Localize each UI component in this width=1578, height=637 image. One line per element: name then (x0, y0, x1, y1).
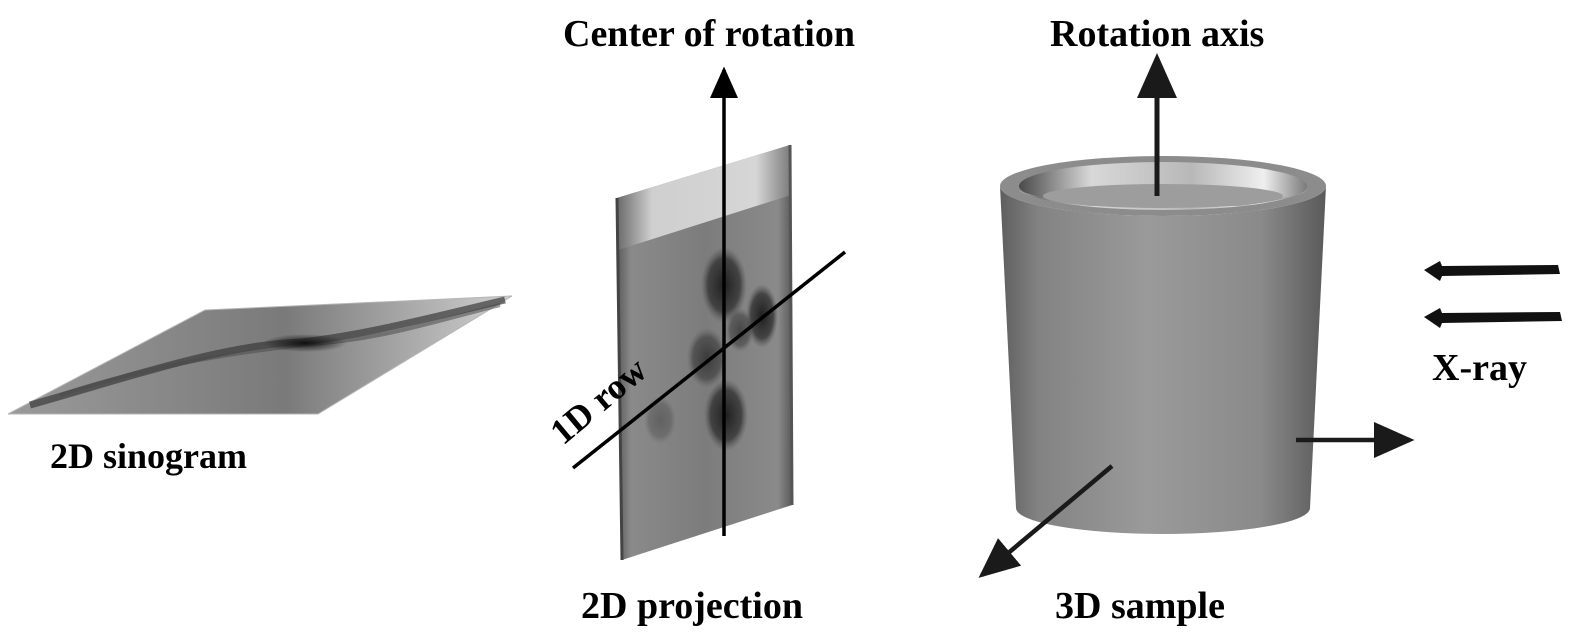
projection-label: 2D projection (581, 585, 803, 627)
rotation-axis-label: Rotation axis (1050, 13, 1264, 55)
xray-beam-arrows (1424, 261, 1562, 328)
projection-panel (615, 144, 794, 561)
xray-label: X-ray (1432, 347, 1527, 389)
sample-label: 3D sample (1055, 585, 1225, 627)
sample-cylinder (1000, 156, 1326, 534)
sample-z-axis-arrow (978, 464, 1114, 578)
sinogram-image (7, 295, 513, 415)
sinogram-label: 2D sinogram (50, 436, 247, 476)
one-d-row-line (571, 250, 847, 470)
center-of-rotation-label: Center of rotation (563, 13, 855, 55)
